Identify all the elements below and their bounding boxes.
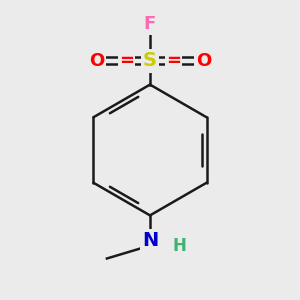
Text: O: O: [196, 52, 211, 70]
Text: O: O: [89, 52, 104, 70]
Text: S: S: [143, 51, 157, 70]
Text: =: =: [119, 52, 134, 70]
Text: F: F: [144, 15, 156, 33]
Text: H: H: [172, 237, 186, 255]
Text: =: =: [166, 52, 181, 70]
Text: N: N: [142, 231, 158, 250]
